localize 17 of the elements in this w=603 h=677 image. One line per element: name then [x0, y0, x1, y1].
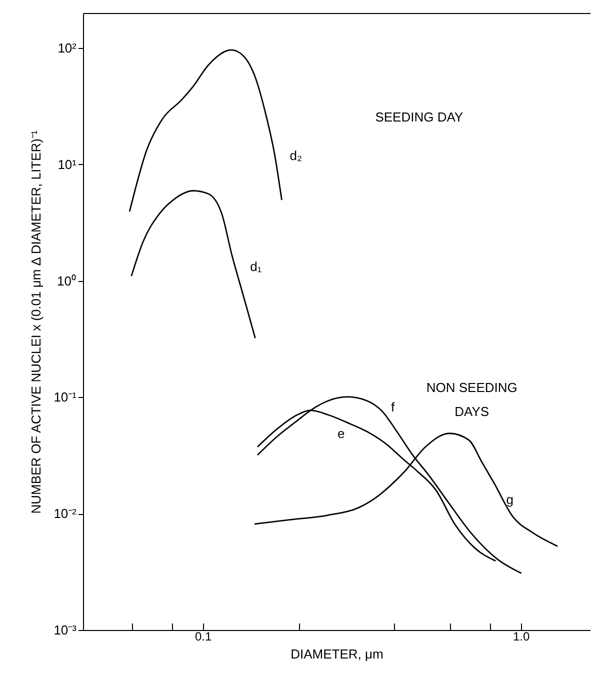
y-tick-label: 10¹: [58, 156, 78, 172]
y-tick-label: 10⁰: [57, 273, 76, 288]
y-tick-label: 10⁻²: [54, 506, 78, 522]
annotation: SEEDING DAY: [375, 109, 464, 124]
series-label: d₂: [290, 148, 302, 164]
y-tick-label: 10⁻³: [54, 622, 78, 638]
y-tick-label: 10⁻¹: [54, 390, 78, 405]
x-axis-title: DIAMETER, μm: [290, 646, 384, 662]
y-axis-title: NUMBER OF ACTIVE NUCLEI x (0.01 μm Δ DIAMETER, LITER)⁻¹: [28, 130, 44, 514]
annotation: NON SEEDING DAYS: [426, 380, 518, 420]
x-tick-label: 1.0: [512, 630, 530, 644]
series-label: d₁: [250, 259, 262, 274]
series-label: e: [337, 426, 345, 441]
y-tick-label: 10²: [58, 40, 78, 56]
series-label: f: [390, 399, 395, 414]
x-tick-label: 0.1: [194, 630, 212, 644]
series-label: g: [506, 492, 514, 507]
